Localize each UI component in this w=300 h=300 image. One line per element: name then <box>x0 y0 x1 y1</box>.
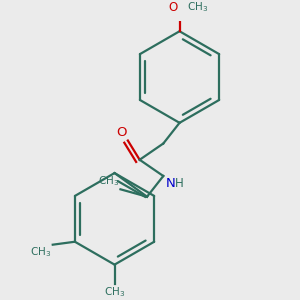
Text: CH$_3$: CH$_3$ <box>104 285 125 299</box>
Text: O: O <box>169 1 178 13</box>
Text: O: O <box>116 126 126 139</box>
Text: CH$_3$: CH$_3$ <box>30 245 51 259</box>
Text: CH$_3$: CH$_3$ <box>98 174 119 188</box>
Text: N: N <box>166 178 176 190</box>
Text: H: H <box>175 178 183 190</box>
Text: CH$_3$: CH$_3$ <box>187 0 208 14</box>
